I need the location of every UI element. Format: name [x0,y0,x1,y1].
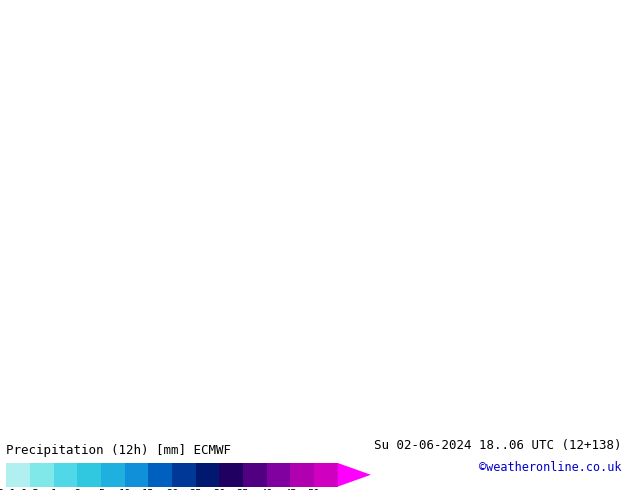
Bar [125,463,148,487]
Bar [290,463,314,487]
Bar [54,463,77,487]
Bar [243,463,267,487]
Bar [219,463,243,487]
Polygon shape [338,463,371,487]
Bar [77,463,101,487]
Text: ©weatheronline.co.uk: ©weatheronline.co.uk [479,461,621,474]
Bar [101,463,125,487]
Bar [6,463,30,487]
Bar [30,463,54,487]
Bar [267,463,290,487]
Bar [196,463,219,487]
Bar [148,463,172,487]
Bar [172,463,196,487]
Text: Precipitation (12h) [mm] ECMWF: Precipitation (12h) [mm] ECMWF [6,444,231,457]
Bar [314,463,338,487]
Text: Su 02-06-2024 18..06 UTC (12+138): Su 02-06-2024 18..06 UTC (12+138) [374,439,621,452]
